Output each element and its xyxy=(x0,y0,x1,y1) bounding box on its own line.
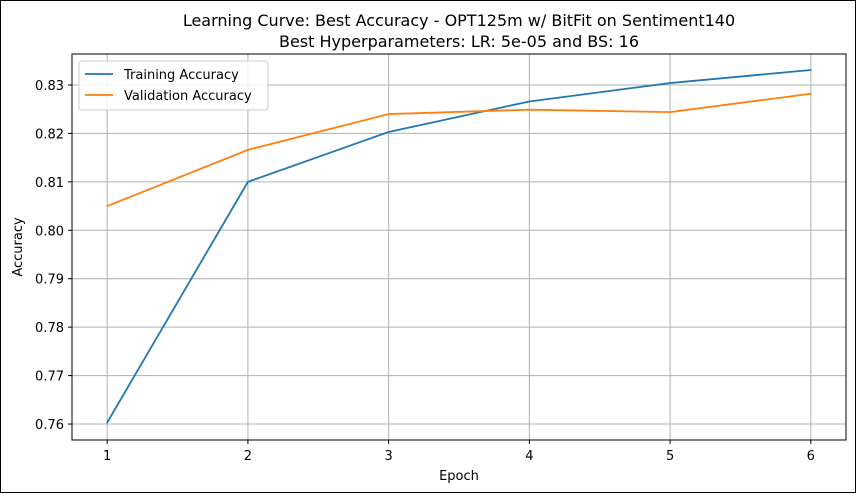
y-tick-label: 0.80 xyxy=(35,224,64,239)
x-tick-label: 6 xyxy=(807,449,815,464)
x-tick-label: 4 xyxy=(525,449,533,464)
data-lines xyxy=(106,69,812,424)
legend: Training Accuracy Validation Accuracy xyxy=(78,60,269,111)
y-tick-label: 0.82 xyxy=(35,127,64,142)
plot-area xyxy=(71,53,847,441)
x-tick-label: 3 xyxy=(384,449,392,464)
grid xyxy=(72,54,846,440)
x-tick-label: 1 xyxy=(103,449,111,464)
legend-box xyxy=(78,60,269,111)
y-tick-label: 0.79 xyxy=(35,273,64,288)
legend-label-training: Training Accuracy xyxy=(123,68,239,83)
legend-label-validation: Validation Accuracy xyxy=(124,89,252,104)
chart-title: Learning Curve: Best Accuracy - OPT125m … xyxy=(183,11,735,30)
x-axis-label: Epoch xyxy=(439,469,479,484)
validation-accuracy-line xyxy=(106,92,812,207)
y-tick-label: 0.77 xyxy=(35,370,64,385)
x-tick-label: 2 xyxy=(244,449,252,464)
y-tick-label: 0.81 xyxy=(35,176,64,191)
y-tick-label: 0.78 xyxy=(35,321,64,336)
x-tick-label: 5 xyxy=(666,449,674,464)
chart-subtitle: Best Hyperparameters: LR: 5e-05 and BS: … xyxy=(279,32,639,51)
y-axis-label: Accuracy xyxy=(11,217,26,277)
y-tick-label: 0.83 xyxy=(35,79,64,94)
y-tick-label: 0.76 xyxy=(35,418,64,433)
training-accuracy-line xyxy=(106,69,812,424)
axis-ticks: 1 2 3 4 5 6 0.76 0.77 0.78 0.79 0.80 0.81 0.82 0.83 xyxy=(35,79,815,464)
